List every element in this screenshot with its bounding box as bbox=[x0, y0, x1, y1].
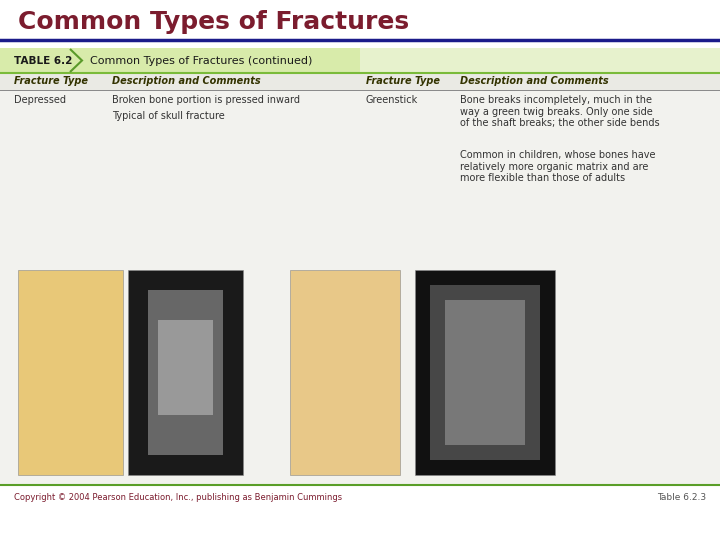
Text: Copyright © 2004 Pearson Education, Inc., publishing as Benjamin Cummings: Copyright © 2004 Pearson Education, Inc.… bbox=[14, 493, 342, 502]
Text: Description and Comments: Description and Comments bbox=[112, 77, 261, 86]
Text: TABLE 6.2: TABLE 6.2 bbox=[14, 56, 73, 65]
FancyBboxPatch shape bbox=[445, 300, 525, 445]
FancyBboxPatch shape bbox=[18, 270, 123, 475]
Text: Description and Comments: Description and Comments bbox=[460, 77, 608, 86]
FancyBboxPatch shape bbox=[290, 270, 400, 475]
FancyBboxPatch shape bbox=[128, 270, 243, 475]
Text: Greenstick: Greenstick bbox=[366, 95, 418, 105]
FancyBboxPatch shape bbox=[158, 320, 213, 415]
Text: Common Types of Fractures: Common Types of Fractures bbox=[18, 10, 409, 34]
FancyBboxPatch shape bbox=[0, 90, 720, 485]
Text: Common in children, whose bones have
relatively more organic matrix and are
more: Common in children, whose bones have rel… bbox=[460, 150, 655, 183]
Text: Fracture Type: Fracture Type bbox=[14, 77, 88, 86]
Text: Depressed: Depressed bbox=[14, 95, 66, 105]
Text: Common Types of Fractures (continued): Common Types of Fractures (continued) bbox=[90, 56, 312, 65]
FancyBboxPatch shape bbox=[148, 290, 223, 455]
Text: Bone breaks incompletely, much in the
way a green twig breaks. Only one side
of : Bone breaks incompletely, much in the wa… bbox=[460, 95, 660, 128]
FancyBboxPatch shape bbox=[360, 48, 720, 73]
FancyBboxPatch shape bbox=[0, 48, 720, 73]
Text: Typical of skull fracture: Typical of skull fracture bbox=[112, 111, 225, 121]
Text: Fracture Type: Fracture Type bbox=[366, 77, 440, 86]
FancyBboxPatch shape bbox=[430, 285, 540, 460]
FancyBboxPatch shape bbox=[0, 73, 720, 90]
Text: Broken bone portion is pressed inward: Broken bone portion is pressed inward bbox=[112, 95, 300, 105]
FancyBboxPatch shape bbox=[415, 270, 555, 475]
Text: Table 6.2.3: Table 6.2.3 bbox=[657, 493, 706, 502]
